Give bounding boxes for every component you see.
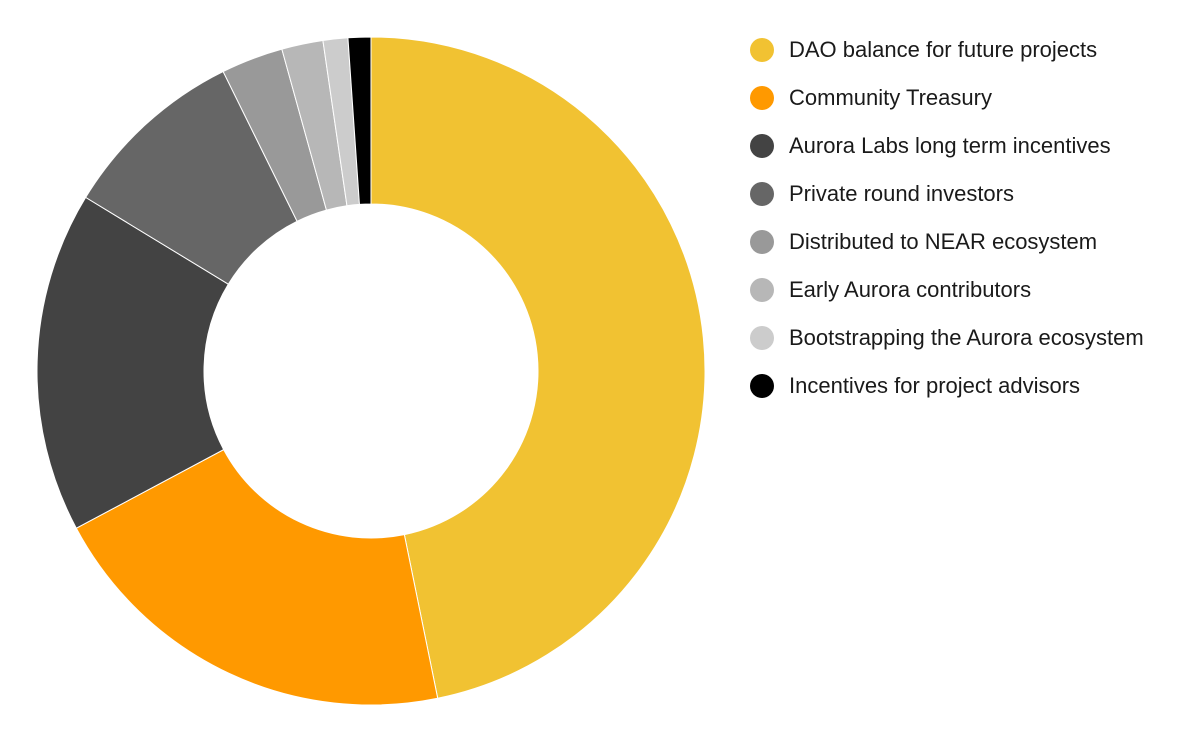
legend-swatch [750,374,774,398]
legend-label: Private round investors [789,181,1014,206]
legend-swatch [750,230,774,254]
legend-swatch [750,182,774,206]
legend-item: DAO balance for future projects [750,36,1190,64]
legend-item: Early Aurora contributors [750,276,1190,304]
donut-slice-2 [75,448,439,706]
legend-label: Bootstrapping the Aurora ecosystem [789,325,1144,350]
legend-label: Early Aurora contributors [789,277,1032,302]
legend-item: Distributed to NEAR ecosystem [750,228,1190,256]
legend-swatch [750,134,774,158]
legend-label: Incentives for project advisors [789,373,1081,398]
legend-swatch [750,326,774,350]
legend-swatch [750,86,774,110]
donut-chart [36,36,706,706]
legend-item: Incentives for project advisors [750,372,1190,400]
legend-item: Private round investors [750,180,1190,208]
donut-slice-3 [36,196,230,529]
donut-slice-8 [347,36,372,205]
legend-item: Community Treasury [750,84,1190,112]
donut-slice-1 [370,36,706,699]
legend-label: Aurora Labs long term incentives [789,133,1111,158]
legend-label: DAO balance for future projects [789,37,1098,62]
legend-label: Community Treasury [789,85,992,110]
legend-item: Bootstrapping the Aurora ecosystem [750,324,1190,352]
legend-label: Distributed to NEAR ecosystem [789,229,1098,254]
chart-legend: DAO balance for future projects Community… [750,36,1190,420]
legend-item: Aurora Labs long term incentives [750,132,1190,160]
legend-swatch [750,38,774,62]
legend-swatch [750,278,774,302]
